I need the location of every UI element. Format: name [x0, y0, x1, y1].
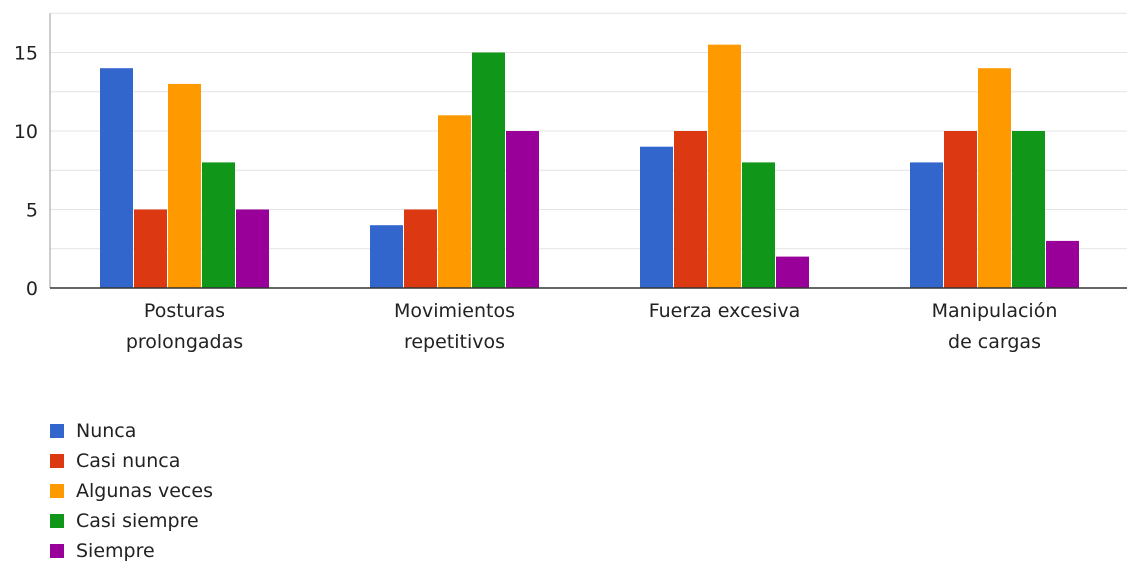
x-tick-label-line: Fuerza excesiva	[649, 300, 801, 322]
legend-swatch	[50, 514, 64, 528]
legend-swatch	[50, 484, 64, 498]
x-tick-label: Fuerza excesiva	[649, 300, 801, 322]
x-tick-label-line: Posturas	[144, 300, 225, 322]
bar	[674, 131, 707, 288]
bar	[100, 68, 133, 288]
legend-label: Casi nunca	[76, 450, 181, 472]
legend-item: Casi nunca	[50, 446, 213, 476]
bar	[438, 115, 471, 288]
legend-label: Algunas veces	[76, 480, 213, 502]
y-tick-label: 15	[14, 43, 38, 65]
legend-swatch	[50, 454, 64, 468]
bar	[472, 52, 505, 288]
legend-item: Algunas veces	[50, 476, 213, 506]
x-tick-label-line: de cargas	[948, 331, 1041, 353]
legend-item: Casi siempre	[50, 506, 213, 536]
x-tick-label: Posturas prolongadas	[126, 300, 243, 353]
legend-label: Casi siempre	[76, 510, 199, 532]
x-tick-label-line: Manipulación	[932, 300, 1058, 322]
bar	[944, 131, 977, 288]
x-tick-label-line: repetitivos	[404, 331, 505, 353]
y-tick-label: 5	[26, 200, 38, 222]
bar	[370, 225, 403, 288]
bar	[404, 209, 437, 288]
x-tick-label: Manipulación de cargas	[932, 300, 1058, 353]
bar	[506, 131, 539, 288]
bar	[742, 162, 775, 288]
bar	[134, 209, 167, 288]
bar	[236, 209, 269, 288]
bar	[202, 162, 235, 288]
legend-swatch	[50, 544, 64, 558]
legend-item: Nunca	[50, 416, 213, 446]
axes: 0 5 10 15 Posturas prolongadas Movimientos repe…	[14, 13, 1127, 353]
y-tick-label: 0	[26, 278, 38, 300]
x-tick-label-line: prolongadas	[126, 331, 243, 353]
legend-item: Siempre	[50, 536, 213, 566]
bar	[640, 146, 673, 288]
legend-swatch	[50, 424, 64, 438]
bar	[168, 83, 201, 289]
legend-label: Nunca	[76, 420, 137, 442]
bar	[910, 162, 943, 288]
bars	[100, 44, 1079, 289]
x-tick-label: Movimientos repetitivos	[394, 300, 515, 353]
bar	[776, 256, 809, 288]
bar	[1046, 240, 1079, 288]
x-tick-label-line: Movimientos	[394, 300, 515, 322]
bar	[708, 44, 741, 289]
legend-label: Siempre	[76, 540, 155, 562]
chart-legend: Nunca Casi nunca Algunas veces Casi siempre…	[50, 416, 213, 566]
y-tick-label: 10	[14, 121, 38, 143]
bar	[1012, 131, 1045, 288]
bar	[978, 68, 1011, 288]
